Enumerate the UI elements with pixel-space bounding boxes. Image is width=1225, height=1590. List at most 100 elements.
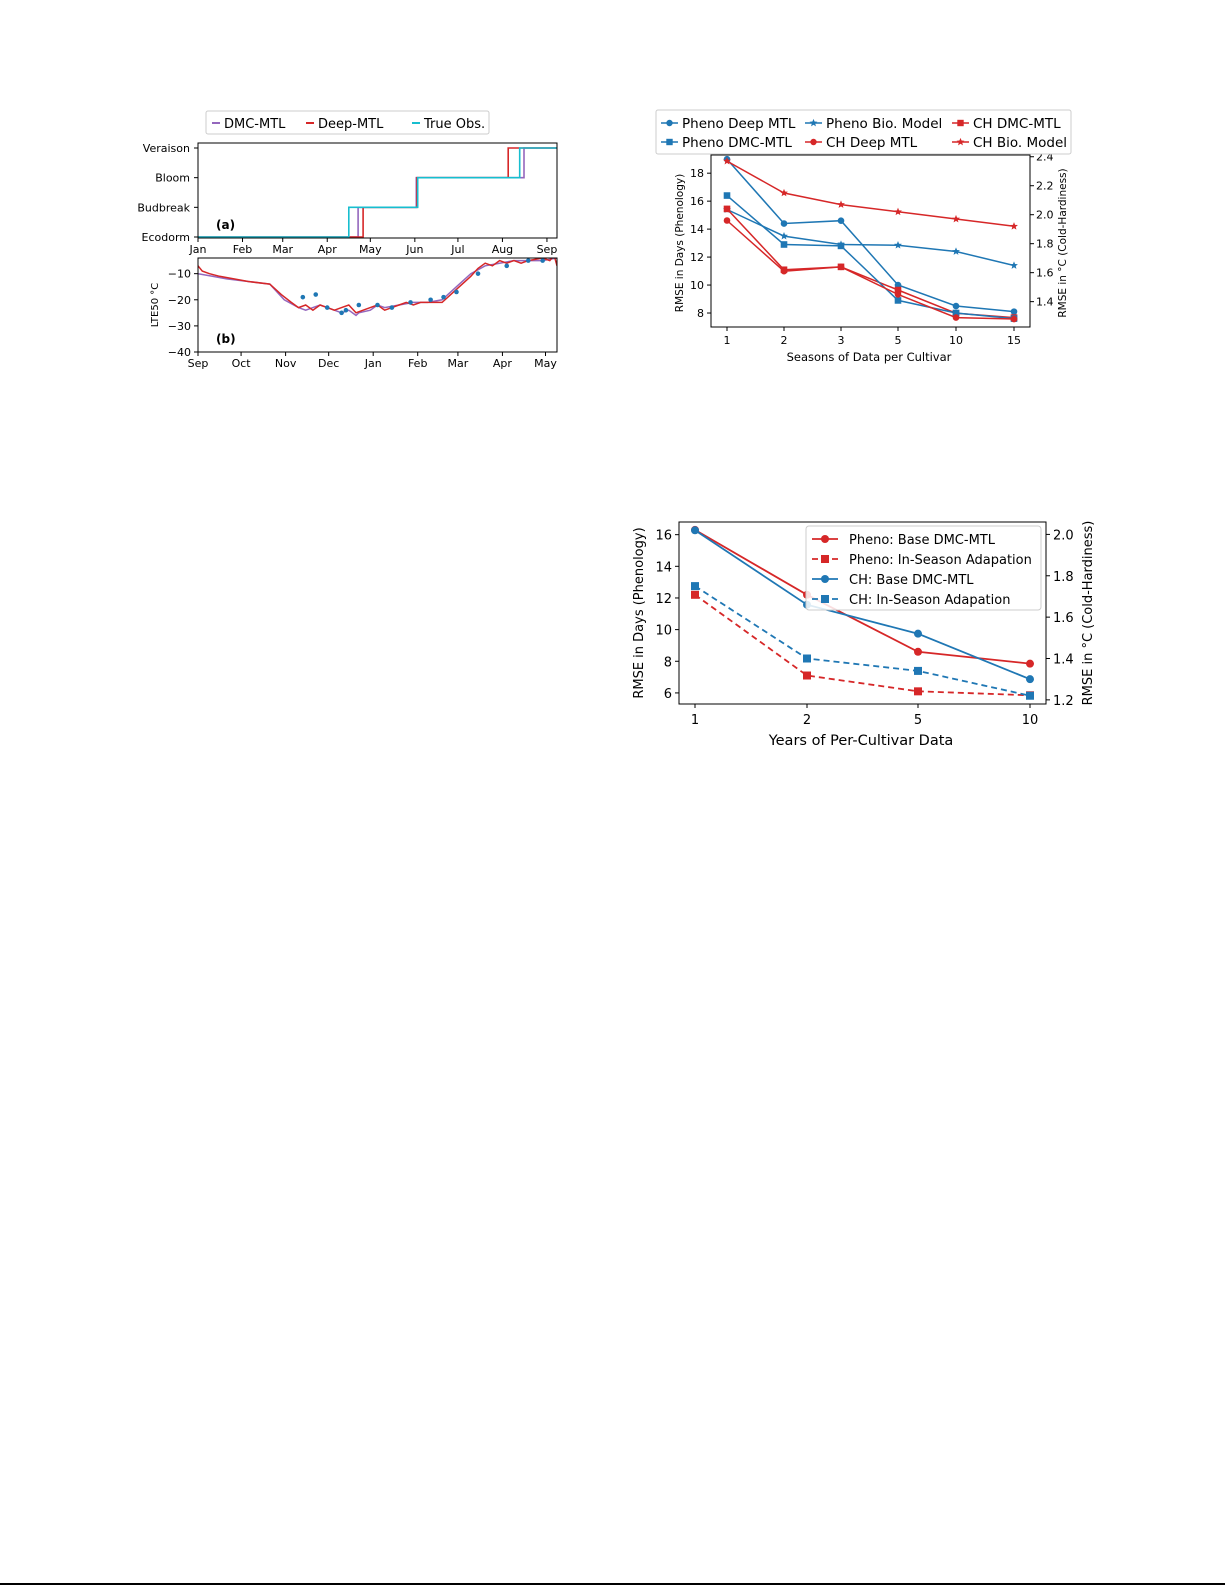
seasons-data-point: [780, 220, 788, 227]
seasons-data-point: [894, 286, 902, 294]
seasons-data-point: [952, 302, 960, 310]
years-legend-marker: [821, 575, 829, 583]
panel-a-y-tick-label: Ecodorm: [142, 231, 191, 244]
panel-b-x-tick-label: Feb: [408, 357, 427, 370]
years-y-right-tick-label: 1.2: [1053, 694, 1074, 709]
panel-a-x-tick-label: Apr: [318, 243, 338, 256]
seasons-data-point: [780, 267, 788, 275]
seasons-x-tick-label: 1: [724, 334, 731, 347]
seasons-y-tick-label: 8: [697, 307, 704, 320]
years-legend-box: [805, 525, 1042, 611]
years-data-point: [1026, 675, 1034, 684]
seasons-x-tick-label: 3: [838, 334, 845, 347]
panel-b-x-tick-label: Apr: [493, 357, 513, 370]
panel-a-series-line-2: [198, 147, 557, 238]
panel-a-chart: Ecodorm Budbreak Bloom Veraison Jan Feb Mar Apr…: [137, 110, 558, 256]
years-x-tick-label: 10: [1022, 713, 1039, 728]
panel-a-series-line-0: [198, 147, 557, 238]
seasons-legend: Pheno Deep MTL Pheno Bio. Model CH DMC-MTL…: [655, 109, 1072, 155]
years-y-right-tick-label: 1.6: [1053, 611, 1074, 626]
years-x-axis-label: Years of Per-Cultivar Data: [768, 733, 954, 749]
panel-b-x-tick-label: Mar: [448, 357, 469, 370]
seasons-series-line-3: [726, 195, 1015, 320]
years-x-tick-label: 5: [914, 713, 922, 728]
seasons-data-point: [952, 314, 960, 321]
panel-b-y-tick-label: −40: [168, 346, 191, 359]
seasons-x-axis-label: Seasons of Data per Cultivar: [787, 350, 952, 364]
seasons-data-point: [837, 242, 845, 250]
panel-a-legend-label: Deep-MTL: [318, 117, 384, 132]
years-data-point: [691, 582, 699, 591]
seasons-data-point: [837, 217, 845, 225]
seasons-data-point: [780, 231, 788, 240]
seasons-data-point: [894, 297, 902, 304]
panel-b-observation-point: [408, 300, 413, 305]
years-data-point: [914, 666, 922, 675]
seasons-y-right-tick-label: 1.4: [1036, 296, 1054, 309]
panel-b-observation-point: [300, 294, 306, 300]
years-y-tick-label: 8: [664, 655, 672, 670]
seasons-data-point: [1010, 261, 1018, 269]
panel-b-observation-point: [441, 294, 446, 300]
panel-b-observation-point: [389, 305, 395, 310]
panel-b-observation-point: [324, 305, 330, 310]
seasons-y-right-tick-label: 1.8: [1036, 238, 1054, 251]
panel-a-x-tick-label: Feb: [233, 243, 252, 256]
years-data-point: [1026, 659, 1034, 668]
years-plot-frame: [678, 521, 1047, 705]
panel-b-x-tick-label: May: [534, 357, 557, 370]
panel-b-observation-point: [343, 307, 349, 313]
seasons-y-right-tick-label: 1.6: [1036, 267, 1054, 280]
seasons-x-tick-label: 10: [949, 334, 963, 347]
seasons-data-point: [894, 207, 902, 216]
seasons-y-tick-label: 12: [690, 251, 704, 264]
seasons-data-point: [780, 188, 788, 197]
panel-b-series-line-1: [198, 258, 557, 314]
seasons-y-right-axis-label: RMSE in °C (Cold-Hardiness): [1057, 168, 1069, 317]
seasons-series-line-1: [726, 208, 1015, 267]
seasons-x-tick-label: 2: [781, 334, 788, 347]
panel-b-y-tick-label: −20: [168, 294, 191, 307]
seasons-legend-marker: [666, 119, 673, 127]
seasons-x-tick-label: 15: [1007, 334, 1021, 347]
seasons-legend-marker: [957, 119, 964, 127]
panel-b-observation-point: [375, 302, 380, 308]
seasons-legend-label: CH Bio. Model: [973, 135, 1067, 151]
panel-a-x-tick-label: Jun: [405, 243, 423, 256]
panel-a-legend-label: DMC-MTL: [224, 117, 286, 132]
seasons-legend-label: Pheno DMC-MTL: [682, 135, 792, 151]
seasons-legend-label: Pheno Deep MTL: [682, 116, 796, 132]
panel-b-plot-frame: [197, 257, 558, 353]
seasons-data-point: [952, 214, 960, 223]
seasons-legend-label: CH DMC-MTL: [973, 116, 1061, 132]
years-legend-marker: [821, 535, 829, 543]
years-legend-label: Pheno: In-Season Adapation: [849, 553, 1032, 568]
seasons-data-point: [723, 192, 731, 199]
panel-a-legend: DMC-MTL Deep-MTL True Obs.: [205, 110, 490, 135]
seasons-data-point: [894, 241, 902, 249]
seasons-legend-marker: [809, 118, 818, 127]
years-x-tick-label: 2: [803, 713, 811, 728]
years-data-point: [803, 654, 811, 663]
years-legend-label: Pheno: Base DMC-MTL: [849, 533, 996, 548]
seasons-data-point: [894, 281, 902, 289]
years-y-right-tick-label: 1.8: [1053, 570, 1074, 585]
panel-b-x-tick-label: Oct: [232, 357, 252, 370]
panel-a-x-tick-label: Mar: [272, 243, 293, 256]
panel-b-observation-point: [339, 310, 344, 316]
years-data-point: [1026, 691, 1034, 700]
years-y-tick-label: 16: [655, 529, 672, 544]
panel-a-x-tick-label: May: [359, 243, 382, 256]
years-legend-label: CH: Base DMC-MTL: [849, 573, 974, 588]
years-legend-label: CH: In-Season Adapation: [849, 593, 1010, 608]
seasons-y-right-tick-label: 2.0: [1036, 209, 1054, 222]
seasons-data-point: [837, 263, 845, 271]
panel-b-observation-point: [475, 271, 481, 276]
panel-b-y-tick-label: −30: [168, 320, 191, 333]
seasons-data-point: [1010, 315, 1018, 323]
years-data-point: [691, 590, 699, 599]
panel-a-legend-box: [205, 110, 490, 135]
seasons-series-line-4: [726, 219, 1015, 320]
seasons-legend-marker: [666, 138, 673, 146]
